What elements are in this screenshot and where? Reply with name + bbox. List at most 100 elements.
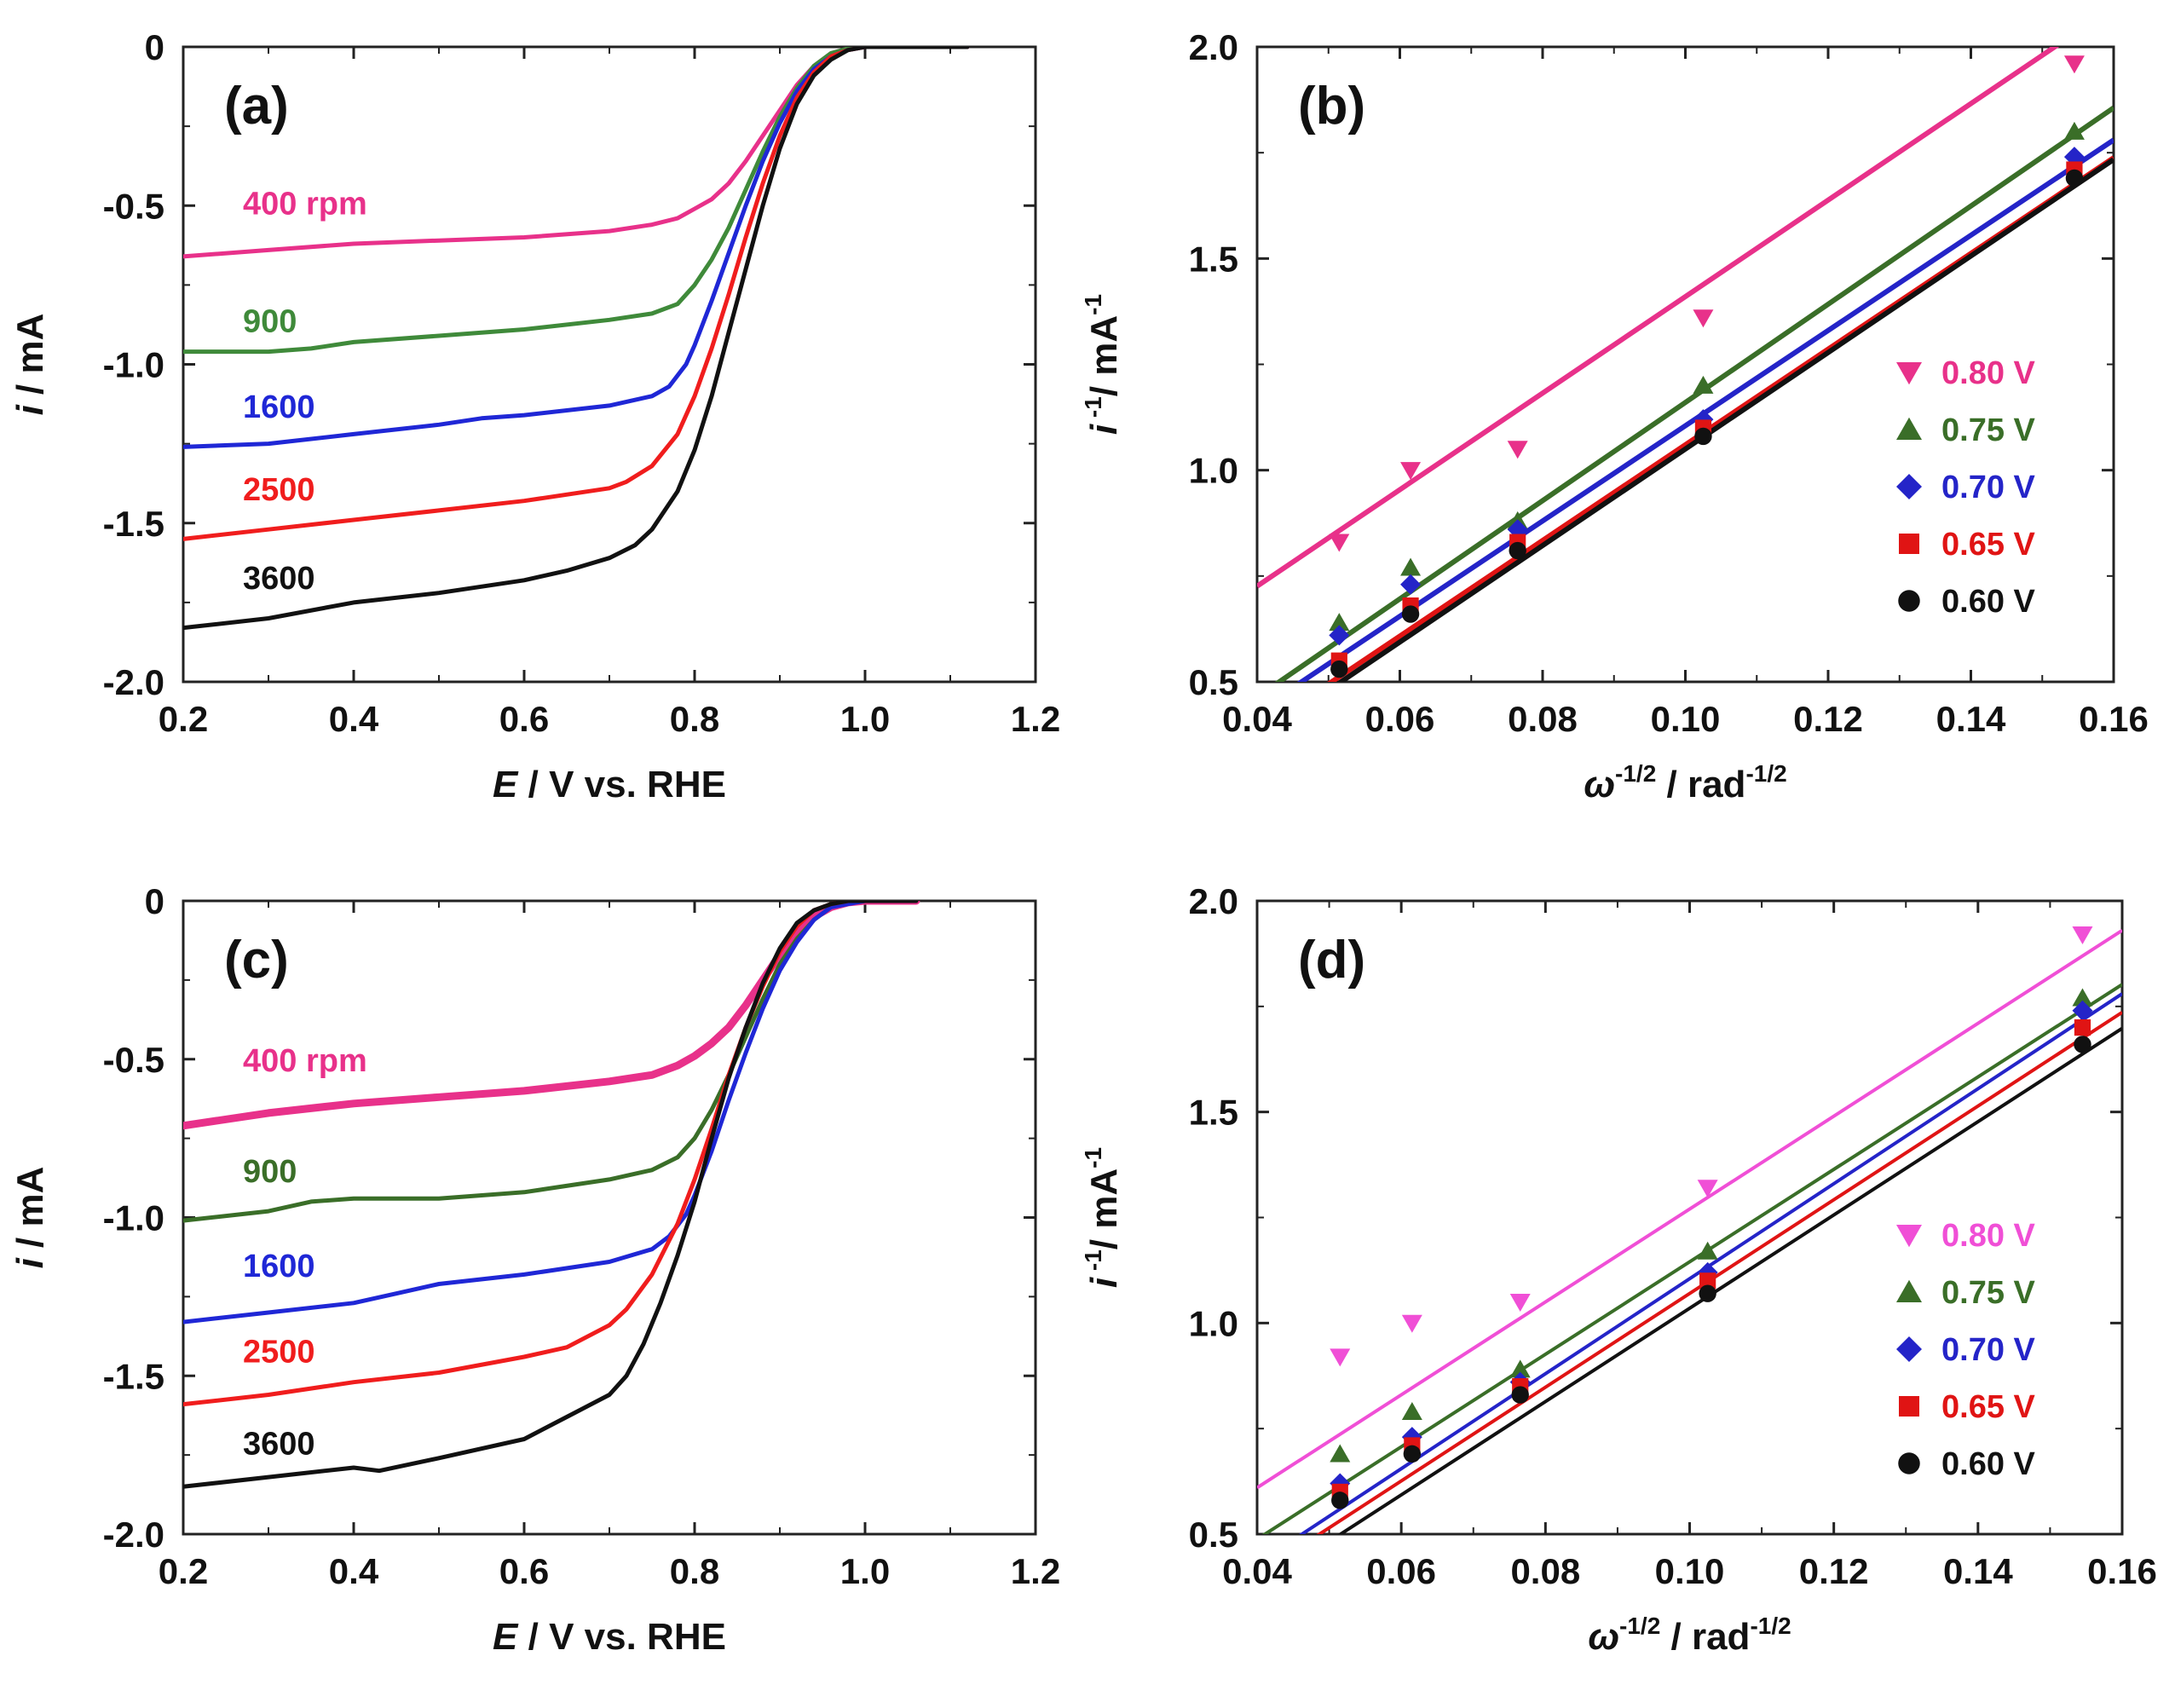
legend-marker-triangle-up [1896,417,1922,440]
legend-marker-circle [1898,590,1920,612]
data-point-triangle-down [1329,534,1350,552]
data-point-triangle-down [1697,1180,1718,1198]
fit-line-0.75-V [1261,983,2122,1534]
series-line-3600 [183,47,970,631]
data-point-triangle-down [1693,309,1714,328]
legend-label: 0.60 V [1941,584,2036,620]
x-tick-label: 0.8 [670,699,719,739]
x-axis-title: E / V vs. RHE [493,764,726,805]
y-tick-label: -1.5 [103,1356,164,1396]
y-tick-label: 0.5 [1189,1515,1238,1555]
fit-line-0.80-V [1257,928,2122,1490]
y-axis-title: i / mA [9,314,51,416]
curve-label: 3600 [243,561,315,597]
y-tick-label: -1.0 [103,1198,164,1238]
curve-label: 1600 [243,389,315,425]
x-tick-label: 0.04 [1222,1551,1292,1591]
curve-label: 2500 [243,1335,315,1370]
series-line-900 [183,47,970,355]
panel-label: (b) [1298,77,1365,136]
x-axis-title: ω-1/2 / rad-1/2 [1588,1613,1791,1658]
y-tick-label: -1.5 [103,504,164,544]
plot-area [183,47,970,631]
legend-marker-square [1899,534,1919,554]
y-tick-label: -0.5 [103,1040,164,1080]
data-point-triangle-up [1400,557,1422,576]
x-tick-label: 0.4 [329,1551,379,1591]
data-point-square [1699,1272,1716,1290]
x-tick-label: 0.6 [499,699,549,739]
data-point-triangle-up [1330,1444,1351,1463]
legend-marker-circle [1898,1452,1920,1474]
x-axis-title: ω-1/2 / rad-1/2 [1584,760,1786,805]
legend-marker-diamond [1896,1336,1922,1362]
legend-label: 0.80 V [1941,355,2036,391]
y-tick-label: 0 [145,881,164,921]
panel-label: (a) [224,77,289,136]
series-line-400-rpm [183,47,970,259]
curve-label: 900 [243,1154,297,1190]
data-point-triangle-down [1401,1314,1422,1333]
data-point-circle [1403,1445,1422,1463]
data-point-triangle-up [2072,988,2093,1007]
x-tick-label: 0.10 [1655,1551,1725,1591]
fit-line-0.65-V [1316,1011,2122,1534]
x-tick-label: 0.4 [329,699,379,739]
x-tick-label: 0.16 [2087,1551,2157,1591]
data-point-circle [1699,1284,1716,1302]
curve-label: 900 [243,303,297,339]
data-point-circle [1331,1492,1349,1509]
x-axis-title: E / V vs. RHE [493,1616,726,1658]
legend-label: 0.70 V [1941,470,2036,505]
y-tick-label: -1.0 [103,345,164,385]
x-tick-label: 0.06 [1365,699,1435,739]
x-tick-label: 1.2 [1011,1551,1060,1591]
data-point-triangle-down [1400,462,1422,481]
panel-c: 0.2 0.4 0.6 0.8 1.0 1.2 0 -0.5 -1.0 -1.5 -2.0 E / V… [9,881,1060,1658]
x-tick-label: 0.16 [2079,699,2149,739]
data-point-circle [1694,427,1712,446]
x-tick-label: 0.2 [159,699,208,739]
curve-label: 3600 [243,1426,315,1462]
legend-label: 0.60 V [1941,1446,2036,1482]
data-point-square [2074,1019,2091,1036]
panel-b: 0.04 0.06 0.08 0.10 0.12 0.14 0.16 0.5 1.0 1.5 2.0… [1080,27,2149,805]
curve-label: 2500 [243,472,315,508]
series-line-2500 [183,901,919,1407]
y-tick-label: 1.5 [1189,239,1238,279]
curve-label: 400 rpm [243,1043,367,1079]
data-point-triangle-up [1509,1359,1531,1378]
y-tick-label: -0.5 [103,186,164,226]
data-point-triangle-up [1693,375,1714,394]
curve-label: 400 rpm [243,187,367,222]
data-point-circle [1511,1386,1529,1404]
x-tick-label: 0.6 [499,1551,549,1591]
data-point-triangle-down [1330,1348,1351,1367]
y-tick-label: -2.0 [103,662,164,702]
fit-line-0.75-V [1274,106,2114,682]
plot-area [1257,47,2114,682]
legend-marker-diamond [1896,474,1922,499]
data-point-circle [1330,660,1348,678]
x-tick-label: 1.0 [840,1551,890,1591]
x-tick-label: 0.08 [1508,699,1578,739]
legend-marker-triangle-up [1896,1279,1922,1302]
curve-label: 1600 [243,1249,315,1284]
y-tick-label: 1.0 [1189,1303,1238,1343]
y-tick-label: 2.0 [1189,881,1238,921]
legend-label: 0.80 V [1941,1218,2036,1254]
data-point-diamond [1329,625,1350,646]
y-tick-label: 0.5 [1189,662,1238,702]
data-point-triangle-down [2072,926,2093,945]
y-tick-label: 1.5 [1189,1093,1238,1133]
x-tick-label: 0.2 [159,1551,208,1591]
x-tick-label: 0.8 [670,1551,719,1591]
y-axis-title: i -1/ mA-1 [1080,1147,1125,1288]
fit-line-0.60-V [1337,1026,2122,1534]
data-point-triangle-up [1329,613,1350,632]
data-point-triangle-down [1507,441,1528,459]
fit-line-0.60-V [1336,157,2114,682]
y-tick-label: -2.0 [103,1515,164,1555]
data-point-triangle-up [1401,1401,1422,1420]
